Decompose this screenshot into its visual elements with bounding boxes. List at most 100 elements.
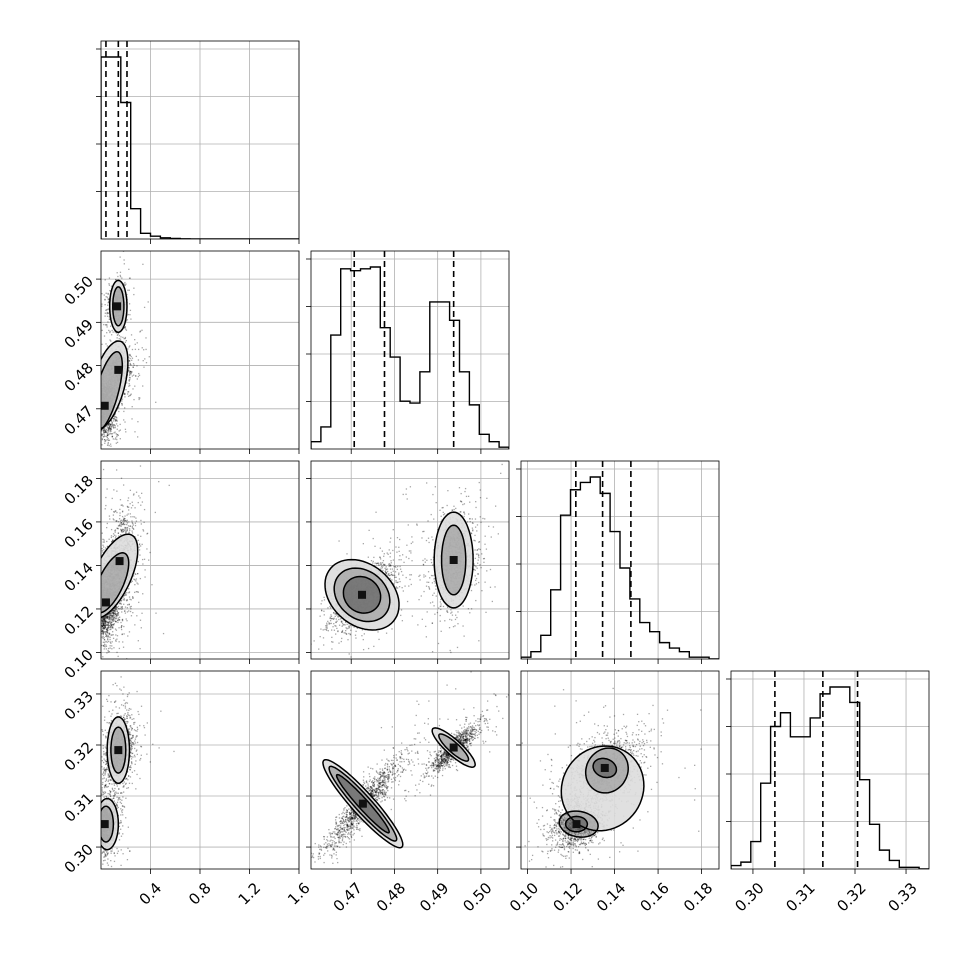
contour-line	[101, 533, 139, 619]
sample-point	[130, 364, 132, 366]
sample-point	[114, 529, 117, 531]
sample-point	[110, 626, 112, 628]
sample-point	[102, 538, 104, 541]
sample-point	[139, 647, 141, 650]
sample-point	[108, 515, 111, 517]
sample-point	[109, 638, 111, 641]
sample-point	[112, 610, 114, 612]
sample-point	[111, 474, 112, 475]
sample-point	[115, 614, 118, 617]
histogram-bar	[830, 687, 840, 869]
sample-point	[145, 361, 148, 364]
sample-point	[116, 635, 119, 637]
sample-point	[112, 417, 114, 420]
sample-point	[117, 611, 119, 614]
sample-point	[101, 434, 103, 437]
sample-point	[106, 617, 108, 620]
sample-point	[151, 584, 153, 586]
sample-point	[121, 531, 123, 533]
sample-point	[136, 730, 138, 732]
sample-point	[118, 647, 121, 650]
sample-point	[132, 388, 134, 390]
sample-point	[111, 497, 113, 500]
sample-point	[135, 520, 138, 522]
histogram-outline	[731, 686, 929, 869]
sample-point	[111, 426, 113, 428]
sample-point	[129, 378, 131, 381]
sample-point	[121, 523, 123, 525]
sample-point	[103, 624, 105, 627]
sample-point	[131, 525, 133, 528]
histogram-bar	[311, 442, 321, 449]
sample-point	[125, 389, 127, 391]
sample-point	[105, 615, 107, 617]
sample-point	[101, 433, 103, 435]
sample-point	[113, 800, 116, 802]
sample-point	[112, 420, 115, 422]
sample-point	[123, 392, 126, 394]
sample-point	[121, 605, 123, 608]
histogram-bar	[561, 515, 571, 659]
sample-point	[128, 360, 131, 362]
sample-point	[116, 613, 118, 615]
sample-point	[124, 393, 126, 396]
sample-point	[107, 638, 109, 640]
sample-point	[124, 520, 126, 522]
sample-point	[108, 283, 110, 285]
sample-point	[105, 504, 107, 507]
sample-point	[128, 596, 131, 598]
sample-point	[141, 492, 143, 494]
sample-point	[101, 629, 103, 631]
sample-point	[124, 526, 127, 529]
sample-point	[111, 615, 113, 617]
sample-point	[107, 617, 109, 619]
sample-point	[112, 620, 115, 622]
sample-point	[106, 629, 108, 631]
sample-point	[122, 531, 125, 533]
histogram-bar	[541, 635, 551, 659]
sample-point	[126, 658, 128, 659]
sample-point	[111, 621, 113, 624]
sample-point	[127, 369, 130, 371]
sample-point	[107, 623, 109, 625]
sample-point	[110, 424, 112, 426]
sample-point	[106, 332, 108, 334]
sample-point	[110, 850, 112, 852]
sample-point	[120, 849, 122, 851]
sample-point	[131, 359, 133, 361]
sample-point	[105, 615, 107, 618]
sample-point	[102, 705, 104, 707]
sample-point	[124, 407, 126, 409]
sample-point	[103, 335, 106, 337]
sample-point	[137, 560, 139, 563]
sample-point	[117, 434, 119, 437]
sample-point	[116, 651, 118, 654]
sample-point	[130, 372, 132, 374]
sample-point	[106, 629, 108, 632]
sample-point	[104, 853, 106, 855]
sample-point	[112, 665, 113, 666]
sample-point	[104, 625, 106, 628]
sample-point	[116, 417, 118, 419]
sample-point	[103, 632, 105, 634]
sample-point	[111, 626, 114, 629]
sample-point	[106, 434, 109, 436]
sample-point	[116, 332, 118, 334]
sample-point	[120, 676, 122, 678]
sample-point	[113, 617, 116, 619]
sample-point	[126, 382, 128, 384]
sample-point	[115, 469, 118, 471]
sample-point	[116, 419, 118, 421]
sample-point	[120, 628, 123, 631]
sample-point	[124, 466, 125, 467]
sample-point	[106, 326, 108, 328]
sample-point	[103, 618, 105, 620]
sample-point	[126, 319, 129, 321]
sample-point	[109, 619, 111, 621]
sample-point	[121, 625, 123, 627]
sample-point	[106, 616, 108, 618]
sample-point	[123, 410, 125, 413]
sample-point	[108, 616, 110, 618]
sample-point	[103, 622, 105, 624]
sample-point	[136, 365, 138, 367]
